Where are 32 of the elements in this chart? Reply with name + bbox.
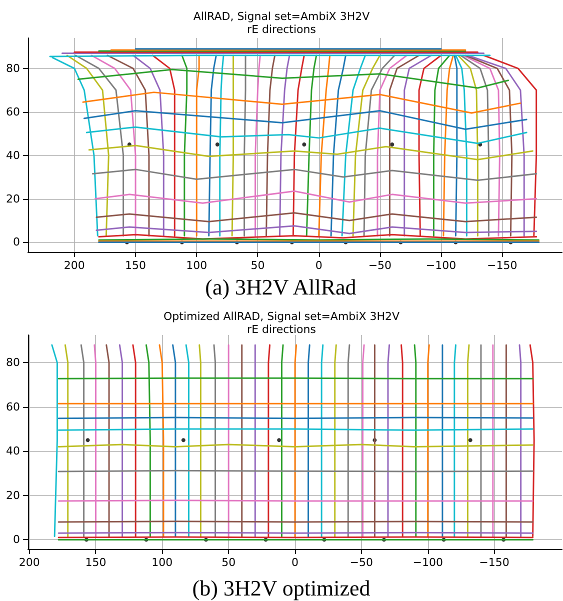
x-tick-label: 150 <box>125 259 146 272</box>
chart-subtitle: rE directions <box>247 23 316 36</box>
x-tick-label: −50 <box>350 556 374 569</box>
x-tick-label: 200 <box>18 556 40 569</box>
x-tick-label: 0 <box>315 259 322 272</box>
y-tick-label: 80 <box>6 356 20 370</box>
x-tick-label: −150 <box>479 556 510 569</box>
text: (a) 3H2V AllRad <box>205 274 356 300</box>
x-tick-label: −100 <box>426 259 456 272</box>
y-tick-label: 40 <box>6 148 20 162</box>
chart-title: AllRAD, Signal set=AmbiX 3H2V <box>193 10 370 23</box>
y-tick-label: 20 <box>6 192 20 206</box>
x-tick-label: 150 <box>85 556 106 569</box>
chart-subtitle: rE directions <box>247 323 316 336</box>
x-tick-label: 100 <box>152 556 173 569</box>
chart-title: Optimized AllRAD, Signal set=AmbiX 3H2V <box>163 310 400 323</box>
y-tick-label: 60 <box>6 105 20 118</box>
x-tick-label: 200 <box>64 259 85 272</box>
x-tick-label: −150 <box>487 259 518 272</box>
x-tick-label: 50 <box>222 556 236 569</box>
y-tick-label: 0 <box>13 533 20 546</box>
x-tick-label: 50 <box>250 259 265 272</box>
y-tick-label: 80 <box>6 62 20 75</box>
y-tick-label: 20 <box>6 488 20 502</box>
x-tick-label: −100 <box>412 556 443 569</box>
text: (b) 3H2V optimized <box>192 576 370 600</box>
x-tick-label: −50 <box>368 259 392 272</box>
x-tick-label: 0 <box>292 556 298 569</box>
y-tick-label: 60 <box>6 400 20 414</box>
y-tick-label: 40 <box>6 444 20 458</box>
y-tick-label: 0 <box>13 236 20 249</box>
x-tick-label: 100 <box>186 259 208 272</box>
